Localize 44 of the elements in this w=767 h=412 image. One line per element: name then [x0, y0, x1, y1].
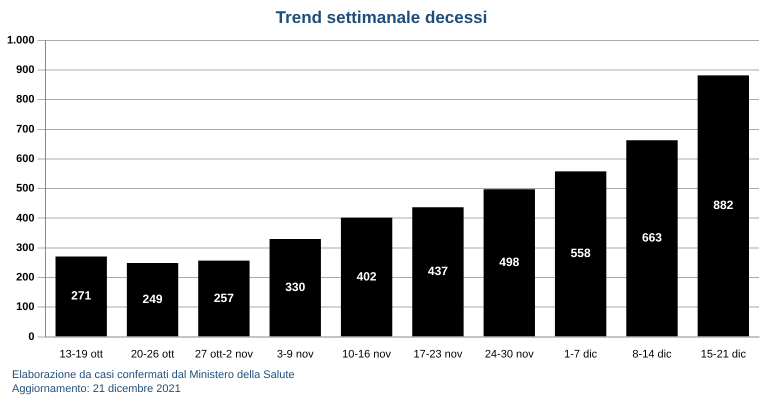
data-label: 271 [71, 288, 92, 303]
x-tick-label: 10-16 nov [342, 348, 392, 360]
bar [554, 171, 606, 336]
bar [698, 75, 750, 336]
data-label: 257 [214, 290, 234, 305]
y-tick-label: 700 [16, 123, 35, 136]
x-tick-label: 24-30 nov [484, 348, 534, 360]
y-tick-label: 400 [16, 212, 35, 224]
x-tick-label: 3-9 nov [276, 348, 314, 360]
y-tick-label: 0 [28, 330, 35, 343]
bar [340, 218, 392, 336]
data-label: 663 [642, 230, 662, 245]
chart-title: Trend settimanale decessi [276, 8, 488, 27]
bar [198, 260, 250, 336]
bar [626, 140, 678, 336]
y-tick-label: 100 [16, 301, 35, 314]
data-label: 437 [428, 264, 448, 278]
bar [270, 238, 321, 336]
data-label: 402 [356, 269, 377, 284]
y-tick-label: 300 [16, 242, 35, 254]
data-label: 330 [285, 280, 306, 294]
data-label: 498 [499, 255, 520, 270]
x-tick-label: 17-23 nov [413, 348, 463, 360]
x-tick-label: 27 ott-2 nov [194, 348, 254, 360]
x-tick-label: 8-14 dic [632, 348, 672, 360]
text: Aggiornamento: 21 dicembre 2021 [12, 382, 182, 396]
bar [412, 207, 464, 336]
x-tick-label: 20-26 ott [130, 348, 174, 360]
y-tick-label: 200 [16, 272, 35, 284]
y-tick-label: 1.000 [6, 34, 35, 46]
data-label: 249 [142, 292, 163, 306]
x-tick-label: 15-21 dic [700, 348, 746, 360]
y-tick-label: 600 [16, 152, 35, 165]
data-label: 558 [570, 246, 591, 260]
y-tick-label: 500 [16, 182, 35, 195]
y-tick-label: 800 [16, 94, 35, 106]
x-tick-label: 1-7 dic [564, 348, 598, 360]
bar [56, 256, 107, 336]
bar [484, 189, 535, 336]
text: Elaborazione da casi confermati dal Ministero della Salute [12, 368, 294, 382]
data-label: 882 [713, 198, 734, 212]
y-tick-label: 900 [16, 64, 35, 76]
x-tick-label: 13-19 ott [59, 348, 103, 360]
bar [126, 262, 178, 336]
